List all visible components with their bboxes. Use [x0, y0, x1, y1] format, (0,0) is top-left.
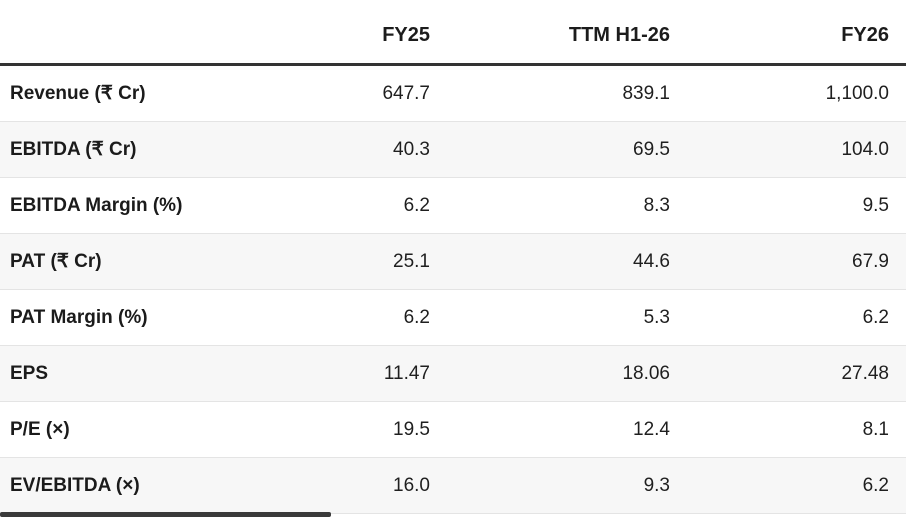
cell-value: 9.3	[643, 474, 670, 496]
row-label: PAT Margin (%)	[10, 306, 148, 328]
column-header-fy26: FY26	[670, 0, 906, 66]
table-row-ebitda-margin: EBITDA Margin (%) 6.2 8.3 9.5	[0, 178, 906, 234]
row-label: EBITDA Margin (%)	[10, 194, 183, 216]
cell-value: 8.1	[862, 418, 889, 440]
cell-value: 25.1	[393, 250, 430, 272]
cell-value: 8.3	[643, 194, 670, 216]
column-header-metric	[0, 0, 190, 66]
cell-value: 6.2	[862, 474, 889, 496]
table-row-pe: P/E (×) 19.5 12.4 8.1	[0, 402, 906, 458]
cell-value: 647.7	[382, 82, 430, 104]
cell-value: 1,100.0	[825, 82, 889, 104]
table-row-revenue: Revenue (₹ Cr) 647.7 839.1 1,100.0	[0, 65, 906, 122]
cell-value: 839.1	[622, 82, 670, 104]
table-header: FY25 TTM H1-26 FY26	[0, 0, 906, 66]
cell-value: 27.48	[841, 362, 889, 384]
cell-value: 16.0	[393, 474, 430, 496]
table-row-pat-margin: PAT Margin (%) 6.2 5.3 6.2	[0, 290, 906, 346]
cell-value: 6.2	[403, 194, 430, 216]
row-label: P/E (×)	[10, 418, 70, 440]
table-row-ebitda: EBITDA (₹ Cr) 40.3 69.5 104.0	[0, 121, 906, 178]
cell-value: 19.5	[393, 418, 430, 440]
row-label: Revenue (₹ Cr)	[10, 83, 146, 104]
cell-value: 40.3	[393, 138, 430, 160]
cell-value: 18.06	[622, 362, 670, 384]
cell-value: 5.3	[643, 306, 670, 328]
cell-value: 9.5	[862, 194, 889, 216]
table-row-eps: EPS 11.47 18.06 27.48	[0, 345, 906, 402]
column-header-ttm-h1-26: TTM H1-26	[430, 0, 670, 66]
cell-value: 12.4	[633, 418, 670, 440]
column-header-fy25: FY25	[190, 0, 430, 66]
row-label: EBITDA (₹ Cr)	[10, 139, 137, 160]
cell-value: 44.6	[633, 250, 670, 272]
horizontal-scrollbar-thumb[interactable]	[0, 512, 331, 517]
cell-value: 6.2	[403, 306, 430, 328]
row-label: EPS	[10, 362, 49, 384]
table-body: Revenue (₹ Cr) 647.7 839.1 1,100.0 EBITD…	[0, 65, 906, 514]
table-row-ev-ebitda: EV/EBITDA (×) 16.0 9.3 6.2	[0, 457, 906, 514]
cell-value: 69.5	[633, 138, 670, 160]
cell-value: 6.2	[862, 306, 889, 328]
row-label: PAT (₹ Cr)	[10, 251, 102, 272]
cell-value: 11.47	[383, 362, 430, 384]
table-row-pat: PAT (₹ Cr) 25.1 44.6 67.9	[0, 233, 906, 290]
cell-value: 104.0	[841, 138, 889, 160]
header-row: FY25 TTM H1-26 FY26	[0, 0, 906, 66]
cell-value: 67.9	[852, 250, 889, 272]
row-label: EV/EBITDA (×)	[10, 474, 140, 496]
